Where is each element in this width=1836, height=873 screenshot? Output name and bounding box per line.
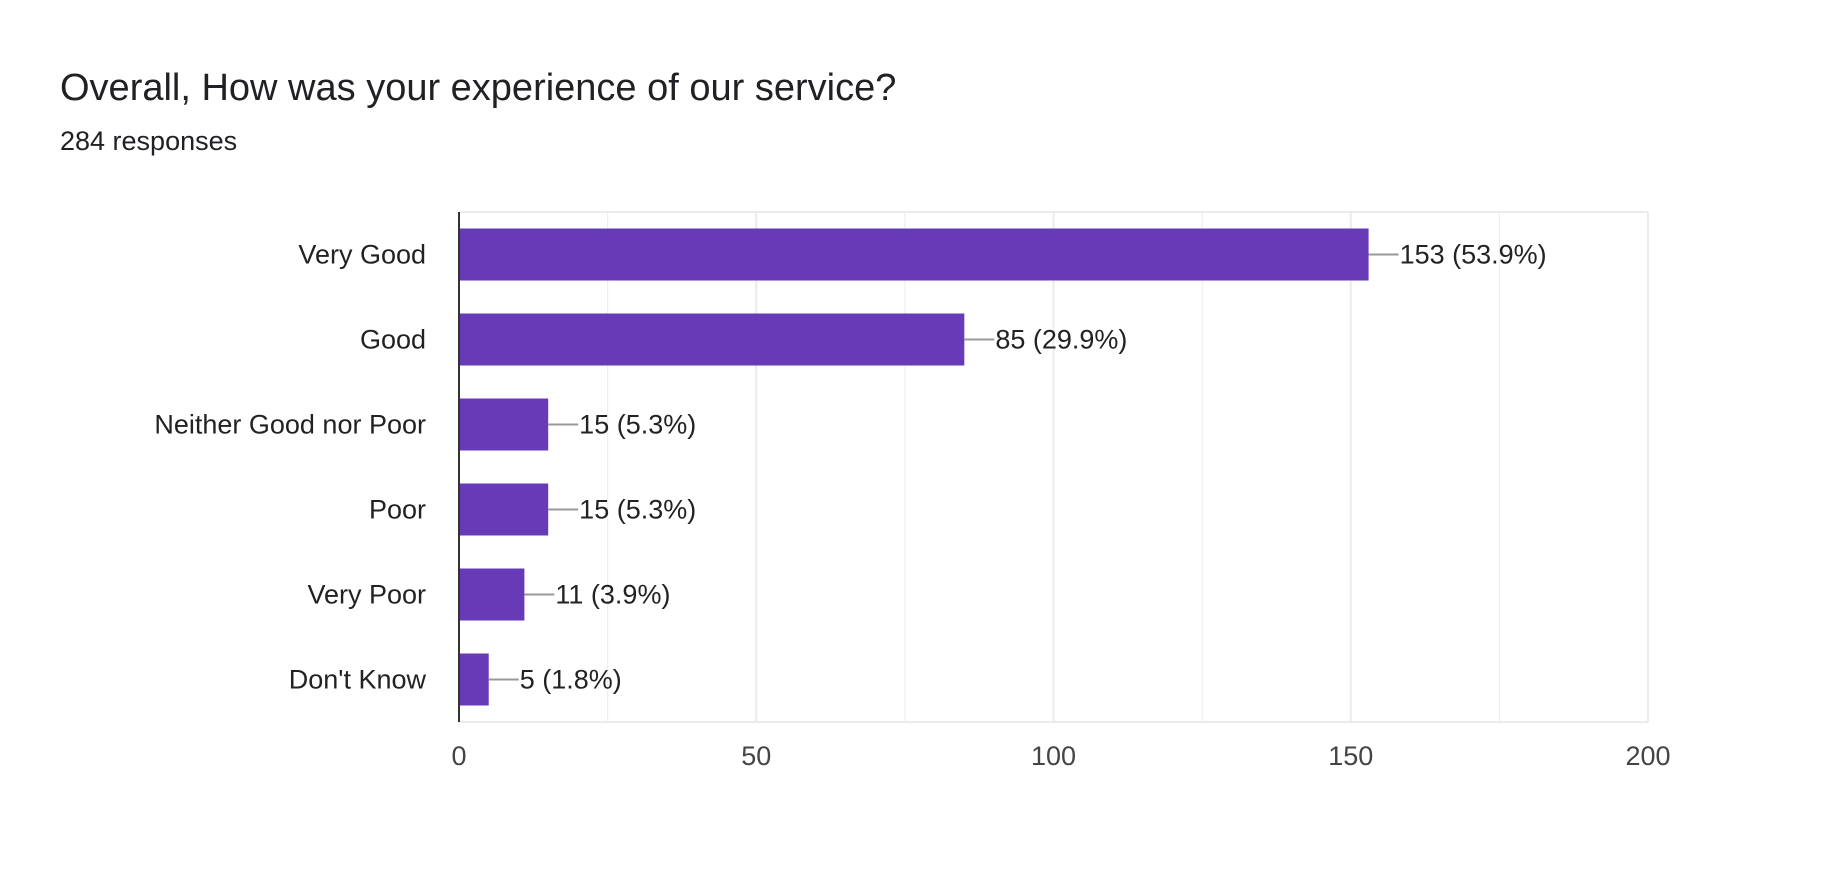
data-label-4: 11 (3.9%) bbox=[555, 580, 670, 610]
category-label-2: Neither Good nor Poor bbox=[154, 410, 426, 440]
data-label-2: 15 (5.3%) bbox=[579, 410, 696, 440]
x-tick-label-4: 200 bbox=[1625, 741, 1670, 771]
category-label-1: Good bbox=[360, 325, 426, 355]
chart-title: Overall, How was your experience of our … bbox=[60, 67, 897, 109]
response-count: 284 responses bbox=[60, 126, 238, 156]
category-label-0: Very Good bbox=[298, 240, 426, 270]
data-label-5: 5 (1.8%) bbox=[520, 665, 622, 695]
bar-2 bbox=[459, 398, 549, 451]
bar-4 bbox=[459, 568, 525, 621]
data-label-3: 15 (5.3%) bbox=[579, 495, 696, 525]
x-tick-label-0: 0 bbox=[451, 741, 466, 771]
data-label-1: 85 (29.9%) bbox=[995, 325, 1127, 355]
bar-1 bbox=[459, 313, 965, 366]
category-label-4: Very Poor bbox=[307, 580, 426, 610]
category-label-3: Poor bbox=[369, 495, 426, 525]
x-tick-label-1: 50 bbox=[741, 741, 771, 771]
bar-5 bbox=[459, 653, 489, 706]
data-label-0: 153 (53.9%) bbox=[1400, 240, 1547, 270]
x-tick-label-2: 100 bbox=[1031, 741, 1076, 771]
x-tick-label-3: 150 bbox=[1328, 741, 1373, 771]
bar-0 bbox=[459, 228, 1369, 281]
bar-3 bbox=[459, 483, 549, 536]
category-label-5: Don't Know bbox=[289, 665, 427, 695]
